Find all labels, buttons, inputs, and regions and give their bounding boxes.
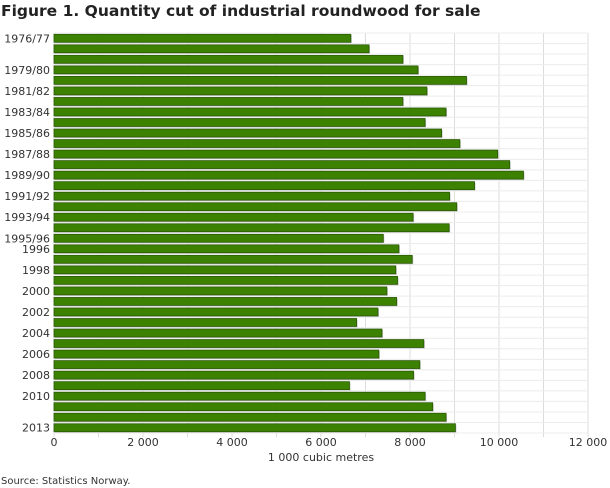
bar [53,44,370,54]
x-tick-label: 2 000 [127,436,159,449]
bar [53,54,404,64]
x-axis-labels: 0 2 000 4 000 6 000 8 000 10 000 12 000 [51,436,608,449]
bar [53,149,499,159]
bar [53,76,467,85]
x-tick-label: 0 [51,436,58,449]
x-tick-label: 12 000 [569,436,608,449]
bar [53,307,379,317]
bar [53,223,450,233]
source-note: Source: Statistics Norway. [1,476,130,487]
y-tick-label: 2013 [22,422,50,435]
x-tick-label: 8 000 [394,436,426,449]
bar [53,118,426,127]
bar [53,360,421,369]
y-tick-label: 2008 [22,369,50,382]
bar [53,65,419,75]
bar [53,170,524,180]
bar [53,370,414,380]
bar [53,107,447,117]
bar [53,212,414,222]
y-tick-label: 2006 [22,348,50,361]
bar [53,33,352,43]
y-tick-label: 1985/86 [4,127,50,140]
bar [53,86,428,96]
y-tick-label: 1976/77 [4,32,50,45]
bar [53,297,398,306]
y-tick-label: 1996 [22,243,50,256]
bar [53,202,458,212]
bar [53,233,384,243]
bars [53,33,525,433]
bar [53,139,461,148]
y-tick-label: 1989/90 [4,169,50,182]
y-tick-label: 1987/88 [4,148,50,161]
bar [53,244,400,254]
y-tick-label: 2004 [22,327,50,340]
bar [53,423,456,433]
bar [53,181,475,190]
bar [53,160,511,169]
bar [53,402,434,412]
y-tick-label: 1991/92 [4,190,50,203]
y-tick-label: 2000 [22,285,50,298]
y-tick-label: 1983/84 [4,106,50,119]
bar [53,254,413,264]
bar [53,191,451,201]
x-axis-title: 1 000 cubic metres [268,451,374,464]
x-tick-label: 6 000 [305,436,337,449]
y-axis-labels: 1976/77 1979/80 1981/82 1983/84 1985/86 1987/… [4,32,50,434]
bar [53,318,358,327]
x-tick-label: 4 000 [216,436,248,449]
bar [53,128,442,138]
bar [53,391,426,401]
bar [53,276,398,285]
bar [53,349,380,359]
y-tick-label: 1979/80 [4,64,50,77]
bar [53,97,404,106]
bar [53,381,350,390]
y-tick-label: 2002 [22,306,50,319]
y-tick-label: 2010 [22,390,50,403]
y-tick-label: 1995/96 [4,232,50,245]
bar [53,265,397,275]
bar [53,339,425,348]
bar [53,412,447,422]
y-tick-label: 1981/82 [4,85,50,98]
bar [53,328,383,338]
chart-title: Figure 1. Quantity cut of industrial rou… [1,2,481,20]
x-tick-label: 10 000 [480,436,519,449]
y-tick-label: 1998 [22,264,50,277]
y-tick-label: 1993/94 [4,211,50,224]
bar [53,286,388,296]
